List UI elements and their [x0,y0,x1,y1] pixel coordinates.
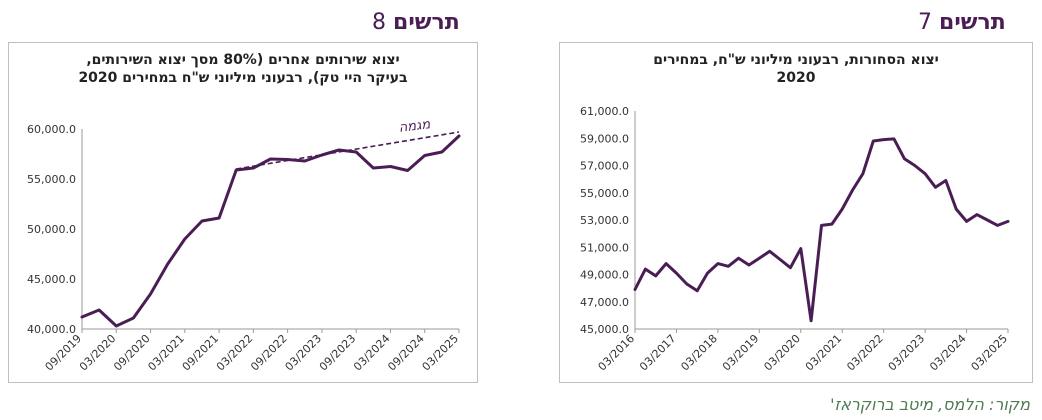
series-line [80,134,461,328]
y-tick-label: 45,000.0 [580,323,629,336]
y-tick-label: 40,000.0 [27,323,76,336]
x-tick-label: 03/2021 [145,332,187,374]
y-tick-label: 61,000.0 [580,105,629,118]
chart-title-line: יצוא שירותים אחרים (80% מסך יצוא השירותי… [86,52,400,68]
x-tick-label: 09/2022 [248,332,290,374]
x-tick-label: 09/2023 [317,332,359,374]
chart-title-line: יצוא הסחורות, רבעוני מיליוני ש"ח, במחירי… [653,52,939,68]
x-tick-label: 03/2024 [351,332,393,374]
x-tick-label: 03/2020 [77,332,119,374]
x-tick-label: 03/2018 [679,332,721,374]
y-tick-label: 47,000.0 [580,296,629,309]
x-tick-label: 03/2024 [927,332,969,374]
chart-8-heading: תרשים 8 [372,10,460,35]
y-tick-label: 51,000.0 [580,241,629,254]
trend-label: מגמה [398,117,432,136]
y-tick-label: 53,000.0 [580,214,629,227]
x-tick-label: 09/2020 [111,332,153,374]
x-tick-label: 03/2025 [969,332,1011,374]
x-tick-label: 09/2019 [43,332,85,374]
series-line [633,137,1010,323]
y-tick-label: 57,000.0 [580,160,629,173]
heading-word: תרשים [939,10,1006,35]
heading-word: תרשים [393,10,460,35]
chart-8-panel: יצוא שירותים אחרים (80% מסך יצוא השירותי… [8,42,478,383]
x-tick-label: 03/2016 [596,332,638,374]
x-tick-label: 03/2023 [886,332,928,374]
y-tick-label: 50,000.0 [27,223,76,236]
heading-number: 7 [918,10,932,35]
x-tick-label: 03/2017 [637,332,679,374]
y-tick-label: 55,000.0 [580,187,629,200]
y-tick-label: 59,000.0 [580,132,629,145]
x-tick-label: 03/2025 [420,332,462,374]
y-tick-label: 60,000.0 [27,123,76,136]
heading-number: 8 [372,10,386,35]
chart-7-heading: תרשים 7 [918,10,1006,35]
x-tick-label: 03/2022 [844,332,886,374]
chart-title-line: 2020 [776,70,816,86]
y-tick-label: 55,000.0 [27,173,76,186]
source-note: מקור: הלמס, מיטב ברוקראז' [830,395,1030,414]
x-tick-label: 03/2022 [214,332,256,374]
x-tick-label: 03/2021 [803,332,845,374]
chart-7-panel: יצוא הסחורות, רבעוני מיליוני ש"ח, במחירי… [559,42,1033,383]
chart-8-title: יצוא שירותים אחרים (80% מסך יצוא השירותי… [9,51,477,87]
chart-title-line: בעיקר היי טק), רבעוני מיליוני ש"ח במחירי… [78,70,408,86]
y-tick-label: 45,000.0 [27,273,76,286]
x-tick-label: 03/2019 [720,332,762,374]
x-tick-label: 09/2024 [385,332,427,374]
chart-7-title: יצוא הסחורות, רבעוני מיליוני ש"ח, במחירי… [560,51,1032,87]
y-tick-label: 49,000.0 [580,269,629,282]
x-tick-label: 09/2021 [180,332,222,374]
chart-7-plot: 61,000.0 59,000.0 57,000.0 55,000.0 53,000.0… [580,105,1011,374]
x-tick-label: 03/2023 [283,332,325,374]
x-tick-label: 03/2020 [761,332,803,374]
chart-8-plot: 60,000.0 55,000.0 50,000.0 45,000.0 40,000.0… [27,117,462,374]
